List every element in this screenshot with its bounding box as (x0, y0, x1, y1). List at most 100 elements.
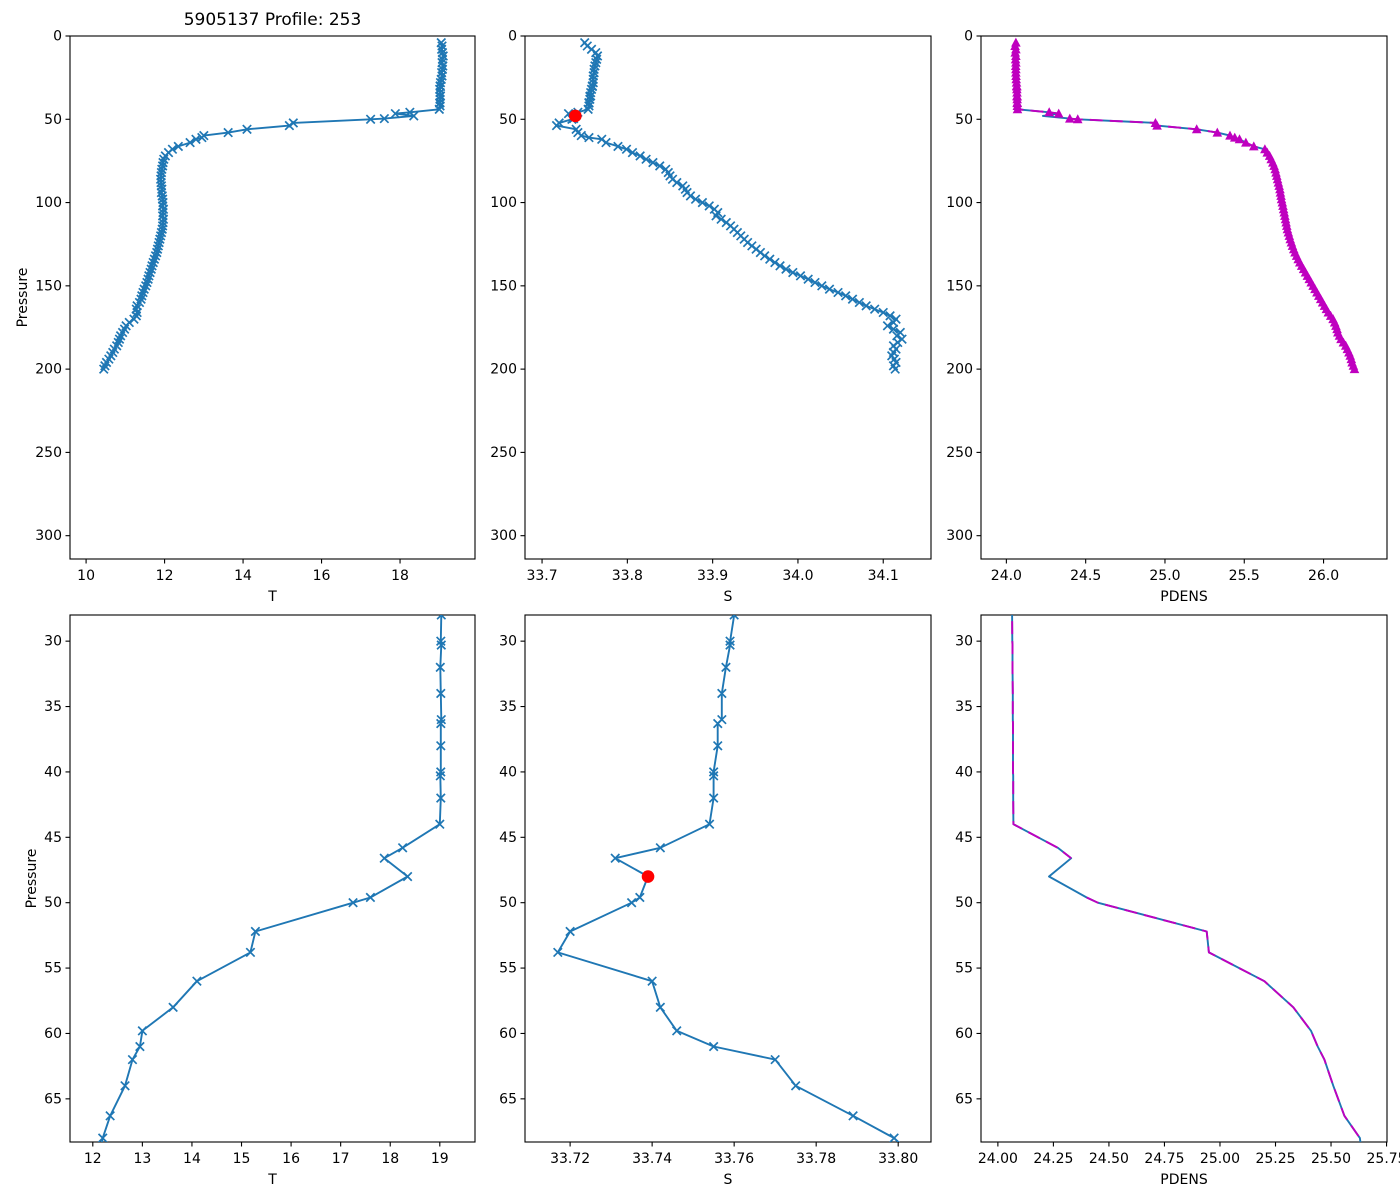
y-tick-label: 35 (44, 699, 62, 715)
x-tick-label: 33.74 (632, 1151, 672, 1167)
x-axis-label: T (267, 589, 277, 605)
axes-frame (524, 614, 932, 1143)
y-tick-label: 60 (44, 1026, 62, 1042)
y-tick-label: 50 (44, 112, 62, 128)
y-tick-label: 200 (35, 362, 62, 378)
y-tick-label: 40 (955, 764, 973, 780)
y-tick-label: 65 (955, 1091, 973, 1107)
series-salinity-full (551, 37, 907, 374)
y-tick-label: 150 (946, 278, 973, 294)
y-tick-label: 55 (499, 961, 517, 977)
x-tick-label: 18 (381, 1151, 399, 1167)
y-tick-label: 40 (499, 764, 517, 780)
subplot-temperature-zoom: 12 13 14 15 16 17 18 19 30 35 40 45 50 55 60 65 T Pressur… (24, 614, 476, 1188)
x-tick-label: 34.0 (782, 568, 813, 584)
subplot-salinity-zoom: 33.72 33.74 33.76 33.78 33.80 30 35 40 45 50 55 60 6… (499, 614, 932, 1188)
x-axis: 33.72 33.74 33.76 33.78 33.80 (550, 1142, 918, 1167)
axes-frame (69, 35, 476, 560)
subplot-pdens-base-full: 24.0 24.5 25.0 25.5 26.0 0 50 100 150 200 250 300 PD… (946, 29, 1388, 605)
series-pdens-base-full (1014, 42, 1356, 370)
y-tick-label: 60 (955, 1026, 973, 1042)
axes-frame (524, 35, 932, 560)
y-tick-label: 65 (44, 1091, 62, 1107)
x-axis: 24.00 24.25 24.50 24.75 25.00 25.25 25.50 25.75 (978, 1142, 1400, 1167)
x-tick-label: 15 (233, 1151, 251, 1167)
y-tick-label: 100 (490, 195, 517, 211)
x-tick-label: 24.5 (1070, 568, 1101, 584)
x-axis: 10 12 14 16 18 (77, 559, 409, 584)
x-tick-label: 25.5 (1229, 568, 1260, 584)
y-tick-label: 40 (44, 764, 62, 780)
x-tick-label: 33.7 (526, 568, 557, 584)
x-tick-label: 24.50 (1089, 1151, 1129, 1167)
x-tick-label: 33.80 (878, 1151, 918, 1167)
y-tick-label: 35 (955, 699, 973, 715)
y-tick-label: 50 (955, 112, 973, 128)
x-tick-label: 25.25 (1255, 1151, 1295, 1167)
y-tick-label: 30 (499, 634, 517, 650)
y-tick-label: 45 (499, 830, 517, 846)
x-tick-label: 24.00 (978, 1151, 1018, 1167)
y-tick-label: 65 (499, 1091, 517, 1107)
x-tick-label: 33.9 (697, 568, 728, 584)
y-tick-label: 250 (946, 445, 973, 461)
y-axis: 30 35 40 45 50 55 60 65 (955, 634, 981, 1107)
y-axis: 30 35 40 45 50 55 60 65 (499, 634, 525, 1107)
series-temperature-zoom (97, 615, 447, 1142)
y-tick-label: 150 (490, 278, 517, 294)
axes-frame (69, 614, 476, 1143)
x-tick-label: 25.00 (1200, 1151, 1240, 1167)
y-tick-label: 250 (490, 445, 517, 461)
y-tick-label: 60 (499, 1026, 517, 1042)
y-tick-label: 55 (955, 961, 973, 977)
y-tick-label: 30 (44, 634, 62, 650)
subplot-temperature-full: 10 12 14 16 18 0 50 100 150 200 250 300 T Pressure (15, 29, 476, 605)
x-tick-label: 13 (133, 1151, 151, 1167)
x-tick-label: 19 (431, 1151, 449, 1167)
y-tick-label: 55 (44, 961, 62, 977)
y-tick-label: 100 (35, 195, 62, 211)
y-tick-label: 200 (490, 362, 517, 378)
x-tick-label: 33.8 (612, 568, 643, 584)
x-tick-label: 25.75 (1367, 1151, 1400, 1167)
y-axis-label: Pressure (15, 268, 31, 328)
y-tick-label: 50 (955, 895, 973, 911)
series-pdens-overlay-full (1010, 37, 1360, 374)
y-tick-label: 50 (499, 112, 517, 128)
y-tick-label: 100 (946, 195, 973, 211)
x-tick-label: 16 (282, 1151, 300, 1167)
x-tick-label: 33.76 (714, 1151, 754, 1167)
y-axis: 0 50 100 150 200 250 300 (35, 29, 70, 544)
y-tick-label: 250 (35, 445, 62, 461)
x-axis-label: PDENS (1160, 1172, 1208, 1188)
x-tick-label: 33.78 (796, 1151, 836, 1167)
x-tick-label: 24.25 (1033, 1151, 1073, 1167)
x-axis: 24.0 24.5 25.0 25.5 26.0 (991, 559, 1339, 584)
y-tick-label: 0 (964, 29, 973, 45)
x-axis: 33.7 33.8 33.9 34.0 34.1 (526, 559, 899, 584)
x-axis-label: S (724, 1172, 733, 1188)
x-axis-label: T (267, 1172, 277, 1188)
highlight-point (569, 109, 582, 123)
y-tick-label: 50 (499, 895, 517, 911)
x-tick-label: 34.1 (868, 568, 899, 584)
x-tick-label: 24.0 (991, 568, 1022, 584)
x-axis: 12 13 14 15 16 17 18 19 (84, 1142, 449, 1167)
series-salinity-zoom (553, 615, 900, 1142)
axes-frame (980, 614, 1388, 1143)
x-tick-label: 12 (156, 568, 174, 584)
x-tick-label: 10 (77, 568, 95, 584)
y-tick-label: 200 (946, 362, 973, 378)
x-tick-label: 24.75 (1144, 1151, 1184, 1167)
y-tick-label: 300 (35, 528, 62, 544)
x-tick-label: 25.0 (1149, 568, 1180, 584)
y-axis: 30 35 40 45 50 55 60 65 (44, 634, 70, 1107)
series-temperature-full (98, 37, 449, 374)
x-tick-label: 25.50 (1311, 1151, 1351, 1167)
x-tick-label: 17 (332, 1151, 350, 1167)
x-tick-label: 16 (313, 568, 331, 584)
y-tick-label: 0 (53, 29, 62, 45)
x-tick-label: 18 (391, 568, 409, 584)
y-axis: 0 50 100 150 200 250 300 (490, 29, 525, 544)
y-tick-label: 300 (946, 528, 973, 544)
